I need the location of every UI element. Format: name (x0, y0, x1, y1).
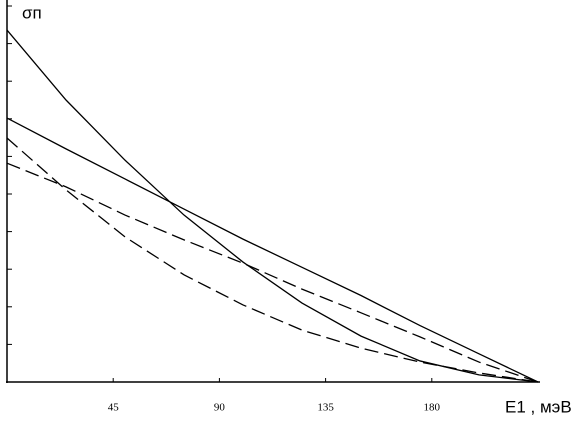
x-tick-label: 180 (424, 402, 441, 414)
line (6, 137, 539, 383)
x-tick-label: 135 (317, 402, 334, 414)
line (6, 117, 539, 383)
x-tick-label: 45 (108, 402, 120, 414)
line (6, 162, 539, 383)
y-axis-title: σп (22, 3, 42, 22)
x-axis-title: E1 , мэВ (505, 397, 572, 416)
x-tick-label: 90 (214, 402, 226, 414)
